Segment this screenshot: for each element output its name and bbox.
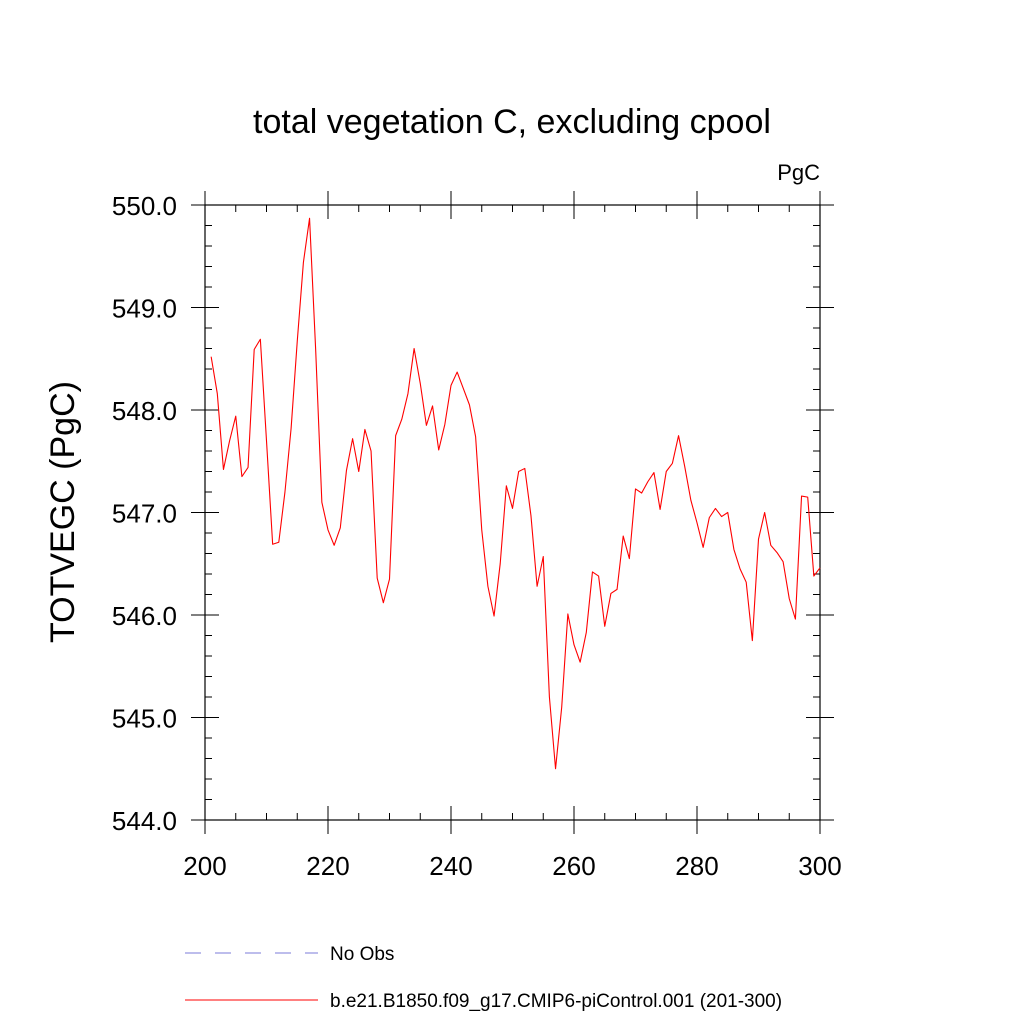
x-tick-label: 240 — [429, 851, 472, 881]
series-layer — [210, 217, 821, 770]
legend: No Obs b.e21.B1850.f09_g17.CMIP6-piContro… — [185, 944, 782, 1012]
y-tick-label: 549.0 — [112, 294, 177, 324]
units-label: PgC — [777, 160, 820, 185]
x-tick-label: 280 — [675, 851, 718, 881]
y-axis-title: TOTVEGC (PgC) — [44, 381, 82, 643]
y-tick-label: 544.0 — [112, 806, 177, 836]
axis-tick-labels: 200 220 240 260 280 300 544.0 545.0 546.0 547.0 54… — [112, 191, 842, 881]
x-tick-label: 200 — [183, 851, 226, 881]
axis-ticks — [191, 191, 834, 834]
y-tick-label: 546.0 — [112, 601, 177, 631]
y-tick-label: 550.0 — [112, 191, 177, 221]
x-tick-label: 260 — [552, 851, 595, 881]
legend-label: b.e21.B1850.f09_g17.CMIP6-piControl.001 … — [330, 991, 782, 1012]
legend-label: No Obs — [330, 944, 394, 965]
y-tick-label: 548.0 — [112, 396, 177, 426]
y-tick-label: 545.0 — [112, 704, 177, 734]
chart-title: total vegetation C, excluding cpool — [253, 103, 771, 141]
y-tick-label: 547.0 — [112, 499, 177, 529]
x-tick-label: 300 — [798, 851, 841, 881]
x-tick-label: 220 — [306, 851, 349, 881]
series-line — [210, 217, 821, 770]
